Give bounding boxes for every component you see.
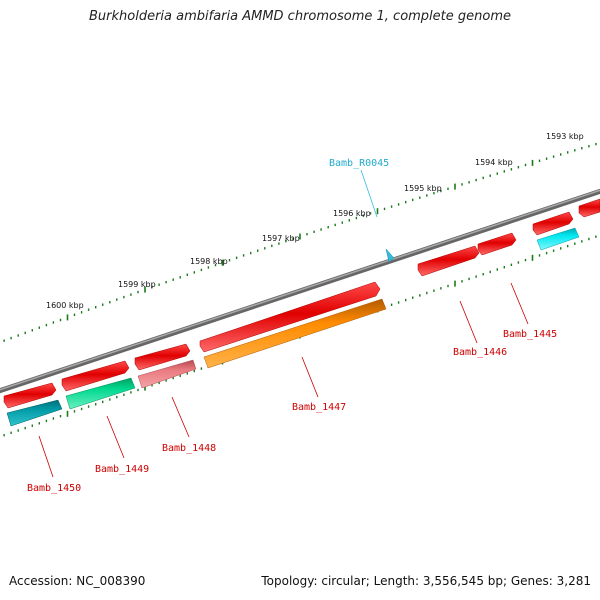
gene-label-bamb-1448[interactable]: Bamb_1448 [162, 443, 216, 454]
gene-feature[interactable] [3, 382, 57, 409]
accession-label: Accession: NC_008390 [9, 574, 146, 588]
gene-label-bamb-1446[interactable]: Bamb_1446 [453, 347, 507, 358]
scale-label-1594: 1594 kbp [475, 158, 513, 167]
gene-feature[interactable] [6, 399, 63, 427]
scale-label-1599: 1599 kbp [118, 280, 156, 289]
scale-label-1600: 1600 kbp [46, 301, 84, 310]
forward-genes [3, 198, 600, 409]
secondary-track [6, 227, 580, 427]
gene-feature[interactable] [65, 377, 136, 410]
gene-label-bamb-r0045[interactable]: Bamb_R0045 [329, 158, 389, 169]
scale-label-1593: 1593 kbp [546, 132, 584, 141]
scale-label-1595: 1595 kbp [404, 184, 442, 193]
genome-summary: Topology: circular; Length: 3,556,545 bp… [261, 574, 591, 588]
rna-gene-feature[interactable] [385, 248, 395, 263]
gene-label-bamb-1450[interactable]: Bamb_1450 [27, 483, 81, 494]
label-leaders [38, 169, 529, 478]
gene-feature[interactable] [536, 227, 580, 251]
gene-feature[interactable] [134, 343, 191, 371]
gene-label-bamb-1445[interactable]: Bamb_1445 [503, 329, 557, 340]
scale-label-1597: 1597 kbp [262, 234, 300, 243]
gene-feature[interactable] [203, 298, 387, 369]
gene-feature[interactable] [477, 232, 517, 256]
scale-labels: 1593 kbp 1594 kbp 1595 kbp 1596 kbp 1597… [46, 132, 584, 310]
gene-label-bamb-1447[interactable]: Bamb_1447 [292, 402, 346, 413]
page-title: Burkholderia ambifaria AMMD chromosome 1… [88, 9, 512, 24]
gene-label-bamb-1449[interactable]: Bamb_1449 [95, 464, 149, 475]
chromosome-backbone [0, 188, 600, 394]
gene-feature[interactable] [417, 245, 480, 277]
gene-feature[interactable] [137, 359, 197, 389]
gene-feature[interactable] [578, 198, 600, 218]
gene-feature[interactable] [199, 281, 381, 353]
gene-feature[interactable] [61, 360, 130, 392]
scale-label-1598: 1598 kbp [190, 257, 228, 266]
gene-labels: Bamb_R0045 Bamb_1445 Bamb_1446 Bamb_1447… [27, 158, 557, 494]
scale-label-1596: 1596 kbp [333, 209, 371, 218]
gene-feature[interactable] [532, 211, 574, 236]
